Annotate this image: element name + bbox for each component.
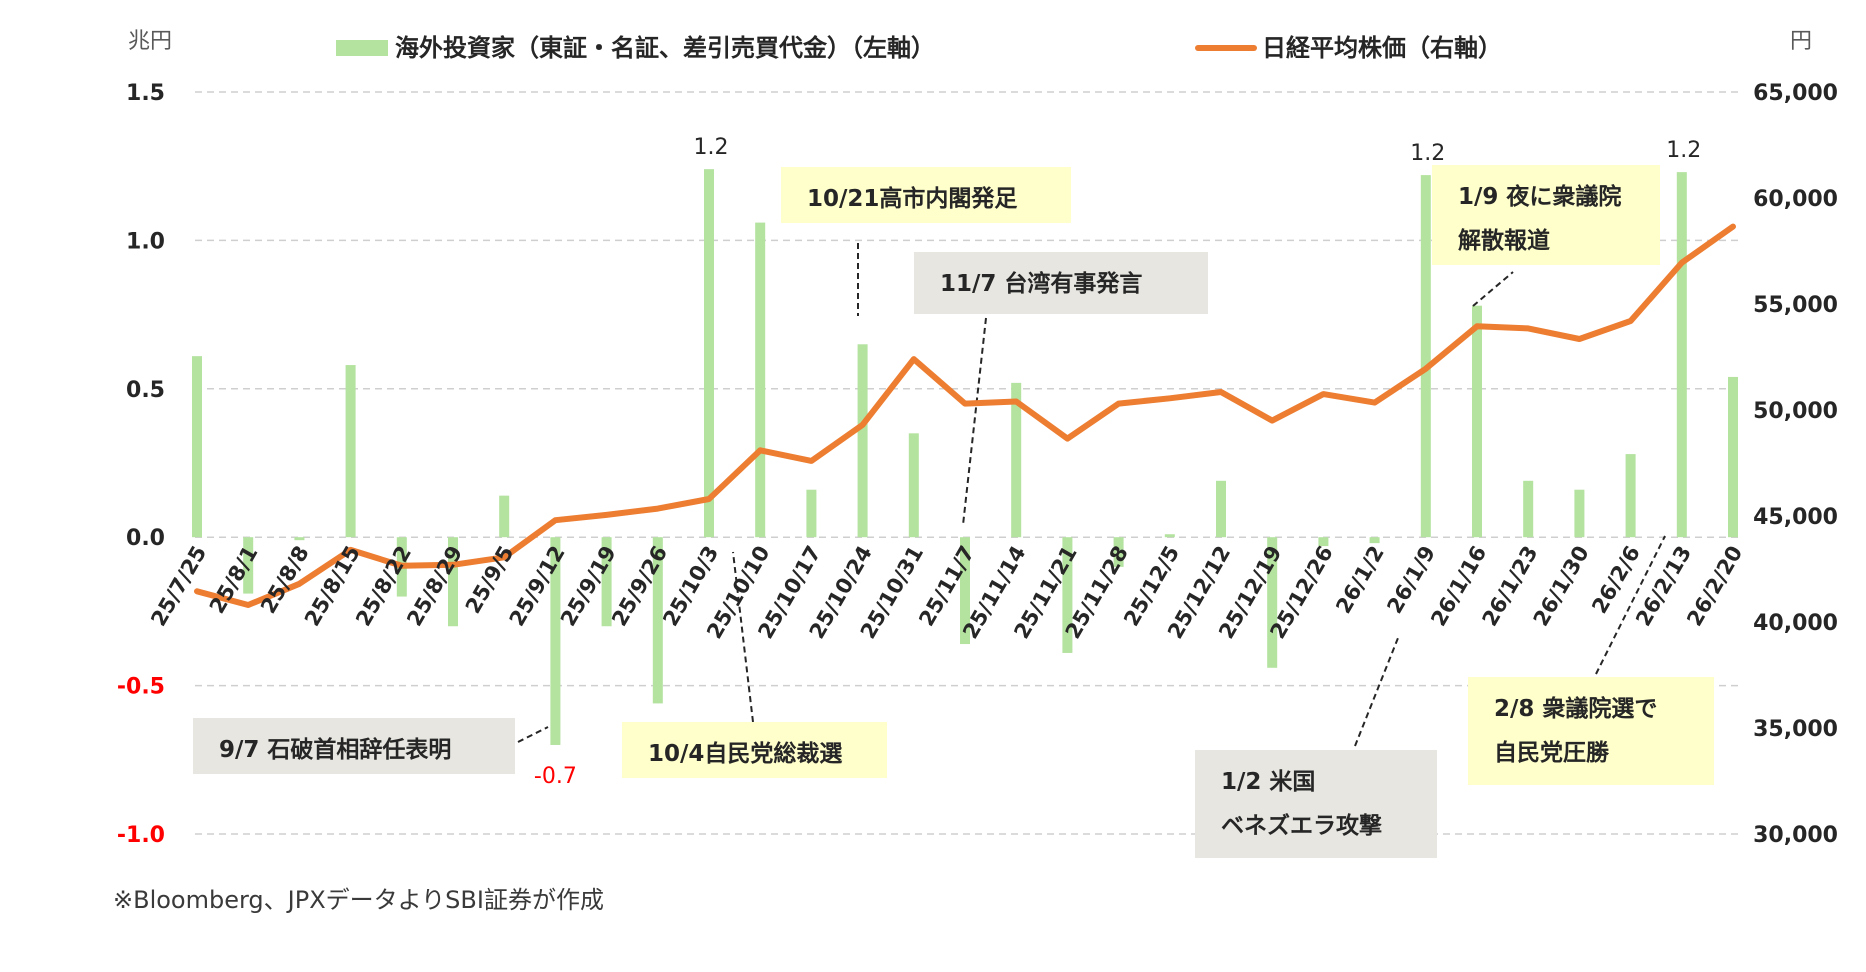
annotation-box: 1/9 夜に衆議院 解散報道	[1432, 165, 1660, 265]
bar	[1676, 172, 1687, 538]
annotation-box: 1/2 米国ベネズエラ攻撃	[1195, 750, 1437, 858]
data-label: 1.2	[1666, 138, 1701, 163]
annotation-box: 10/4自民党総裁選	[622, 722, 887, 778]
legend-swatch-bar	[336, 40, 388, 56]
data-label: 1.2	[1410, 141, 1445, 166]
bar	[1267, 537, 1278, 668]
annotation-leader	[1472, 271, 1514, 307]
annotation-text: 10/21高市内閣発足	[807, 186, 1018, 212]
annotation-box: 11/7 台湾有事発言	[914, 252, 1208, 314]
bar	[1728, 376, 1738, 538]
bar	[704, 169, 714, 538]
bar	[755, 222, 766, 538]
right-axis-tick-label: 55,000	[1753, 293, 1838, 318]
bar	[1216, 480, 1226, 538]
bar	[1472, 305, 1482, 538]
bar	[1420, 175, 1431, 538]
bar	[1062, 537, 1073, 653]
bar	[1318, 537, 1329, 547]
right-axis-tick-label: 35,000	[1753, 717, 1838, 742]
axis-labels: 1.5 1.0 0.5 0.0 -0.5 -1.0 兆円 65,000 60,000 55,000…	[117, 29, 1838, 848]
bar	[345, 365, 356, 538]
bar	[243, 537, 254, 594]
right-axis-tick-label: 50,000	[1753, 399, 1838, 424]
source-note: ※Bloomberg、JPXデータよりSBI証券が作成	[113, 886, 604, 914]
annotation-text: 9/7 石破首相辞任表明	[219, 737, 452, 763]
category-label: 26/2/6	[1587, 542, 1645, 618]
bar-series	[192, 169, 1738, 745]
annotation-leaders	[517, 243, 1666, 747]
annotation-text: 2/8 衆議院選で	[1494, 696, 1658, 722]
annotation-text: 自民党圧勝	[1494, 740, 1609, 766]
bar	[1011, 382, 1022, 538]
annotation-leader	[517, 726, 549, 743]
category-label: 26/1/2	[1331, 542, 1389, 618]
right-axis-tick-label: 40,000	[1753, 611, 1838, 636]
bar	[448, 537, 458, 627]
category-label: 26/1/9	[1382, 542, 1440, 618]
annotation-text: 解散報道	[1458, 228, 1550, 254]
left-axis-tick-label: 0.0	[126, 526, 165, 551]
right-axis-tick-label: 45,000	[1753, 505, 1838, 530]
legend-label-line: 日経平均株価（右軸）	[1262, 34, 1502, 62]
bar	[857, 344, 868, 538]
bar	[192, 356, 202, 538]
annotation-leader	[1354, 637, 1399, 747]
legend: 海外投資家（東証・名証、差引売買代金）（左軸） 日経平均株価（右軸）	[336, 34, 1502, 62]
annotation-text: 1/2 米国	[1221, 769, 1316, 795]
left-axis-tick-label: -1.0	[117, 823, 165, 848]
bar	[550, 537, 561, 745]
left-axis-unit: 兆円	[128, 29, 172, 54]
bar	[652, 537, 663, 704]
category-labels: 25/7/2525/8/125/8/825/8/1525/8/2225/8/29…	[146, 542, 1747, 643]
right-axis-tick-label: 60,000	[1753, 187, 1838, 212]
bar	[1574, 489, 1585, 538]
bar	[1164, 534, 1175, 538]
right-axis-tick-label: 30,000	[1753, 823, 1838, 848]
left-axis-tick-label: -0.5	[117, 675, 165, 700]
bar	[960, 537, 970, 645]
nikkei-line	[194, 223, 1736, 608]
legend-label-bar: 海外投資家（東証・名証、差引売買代金）（左軸）	[395, 34, 935, 62]
annotation-leader	[1595, 535, 1666, 675]
right-axis-unit: 円	[1790, 29, 1812, 54]
annotation-text: 10/4自民党総裁選	[648, 741, 843, 767]
annotation-box: 2/8 衆議院選で 自民党圧勝	[1468, 677, 1714, 785]
annotation-leader	[962, 317, 987, 526]
bar	[1369, 537, 1380, 544]
data-label: -0.7	[534, 764, 577, 789]
annotation-leader	[732, 551, 754, 723]
left-axis-tick-label: 1.0	[126, 229, 165, 254]
category-label: 25/8/1	[205, 542, 263, 618]
category-label: 25/9/5	[461, 542, 519, 618]
bar	[1523, 480, 1534, 538]
bar	[1625, 454, 1636, 538]
line-series	[194, 223, 1736, 608]
data-label: 1.2	[694, 135, 729, 160]
bar	[499, 495, 510, 538]
right-axis-tick-label: 65,000	[1753, 81, 1838, 106]
bar	[1113, 537, 1124, 567]
annotation-text: ベネズエラ攻撃	[1221, 813, 1382, 839]
data-labels: 1.2 -0.7 1.2 1.2	[534, 135, 1701, 789]
left-axis-tick-label: 1.5	[126, 81, 165, 106]
left-axis-tick-label: 0.5	[126, 378, 165, 403]
bar	[908, 433, 919, 538]
category-label: 25/7/25	[146, 542, 211, 631]
bar	[294, 537, 305, 541]
annotation-text: 11/7 台湾有事発言	[940, 271, 1143, 297]
bar	[601, 537, 612, 627]
annotation-box: 9/7 石破首相辞任表明	[193, 718, 515, 774]
annotation-text: 1/9 夜に衆議院	[1458, 184, 1622, 210]
bar	[806, 489, 817, 538]
annotation-box: 10/21高市内閣発足	[781, 167, 1071, 223]
